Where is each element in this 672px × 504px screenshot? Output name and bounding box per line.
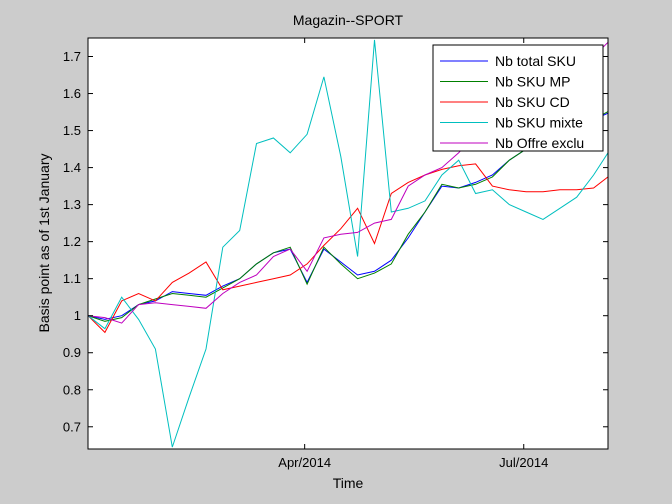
series-line-3 xyxy=(88,163,608,334)
legend-entry: Nb SKU mixte xyxy=(495,115,583,131)
y-tick-label: 0.8 xyxy=(63,382,81,397)
y-tick-label: 1.1 xyxy=(63,271,81,286)
y-tick-label: 0.7 xyxy=(63,419,81,434)
legend-entry: Nb Offre exclu xyxy=(495,135,584,151)
y-tick-label: 1.5 xyxy=(63,123,81,138)
x-axis: Apr/2014 Jul/2014 xyxy=(278,38,548,470)
plot-frame xyxy=(87,37,609,450)
chart-title: Magazin--SPORT xyxy=(293,12,404,28)
x-tick-label: Apr/2014 xyxy=(278,455,331,470)
y-tick-label: 1.3 xyxy=(63,197,81,212)
x-axis-label: Time xyxy=(333,475,364,491)
legend-box xyxy=(432,44,604,152)
y-tick-label: 1.4 xyxy=(63,160,81,175)
legend: Nb total SKU Nb SKU MP Nb SKU CD Nb SKU mix… xyxy=(432,44,604,152)
legend-entry: Nb SKU MP xyxy=(495,74,570,90)
y-axis: 0.7 0.8 0.9 1 1.1 1.2 1.3 1.4 1.5 1.6 1.7 xyxy=(63,49,608,434)
y-tick-label: 1.2 xyxy=(63,234,81,249)
y-axis-label: Basis point as of 1st January xyxy=(36,154,52,333)
y-tick-label: 1 xyxy=(74,308,81,323)
legend-entry: Nb SKU CD xyxy=(495,94,570,110)
legend-entry: Nb total SKU xyxy=(495,53,576,69)
x-tick-label: Jul/2014 xyxy=(499,455,548,470)
series-line-4 xyxy=(88,39,608,448)
y-tick-label: 1.6 xyxy=(63,86,81,101)
y-tick-label: 0.9 xyxy=(63,345,81,360)
y-tick-label: 1.7 xyxy=(63,49,81,64)
